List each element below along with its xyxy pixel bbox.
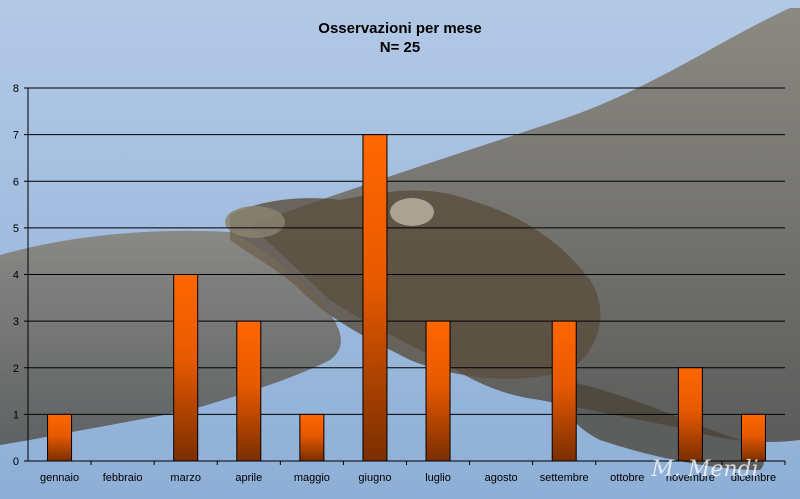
y-axis-ticks: 0 1 2 3 4 5 6 7 8 [13,83,28,468]
y-tick-label: 6 [13,176,19,188]
x-tick-label-settembre: settembre [540,472,589,484]
x-tick-label-giugno: giugno [358,472,391,484]
x-tick-label-agosto: agosto [485,472,518,484]
x-tick-label-luglio: luglio [425,472,451,484]
bird-wing-left [0,230,341,445]
bar-novembre [677,367,703,462]
x-tick-label-novembre: novembre [666,472,715,484]
x-tick-label-ottobre: ottobre [610,472,644,484]
bar-maggio [299,413,325,462]
x-tick-label-maggio: maggio [294,472,330,484]
bird-body [230,190,601,379]
chart-subtitle: N= 25 [380,39,420,56]
x-tick-label-aprile: aprile [235,472,262,484]
bar-luglio [425,320,451,462]
bar-aprile [236,320,262,462]
bird-head [225,206,285,238]
y-tick-label: 5 [13,223,19,235]
x-tick-label-gennaio: gennaio [40,472,79,484]
bars [47,134,766,462]
chart-title: Osservazioni per mese [318,20,481,37]
x-tick-label-dicembre: dicembre [731,472,776,484]
y-tick-label: 2 [13,363,19,375]
bar-giugno [362,134,388,462]
y-tick-label: 8 [13,83,19,95]
x-tick-label-febbraio: febbraio [103,472,143,484]
bar-dicembre [740,413,766,462]
y-tick-label: 1 [13,409,19,421]
watermark-signature: M. Mendi [650,457,758,482]
y-tick-label: 3 [13,316,19,328]
y-tick-label: 4 [13,270,19,282]
bird-tail [559,380,764,470]
y-tick-label: 7 [13,130,19,142]
bar-marzo [173,274,199,462]
y-tick-label: 0 [13,456,19,468]
x-tick-label-marzo: marzo [170,472,201,484]
bar-gennaio [47,413,73,462]
x-axis-ticks: gennaio febbraio marzo aprile maggio giugno lu… [40,461,786,484]
bird-neck-ruff [390,198,434,226]
bar-settembre [551,320,577,462]
